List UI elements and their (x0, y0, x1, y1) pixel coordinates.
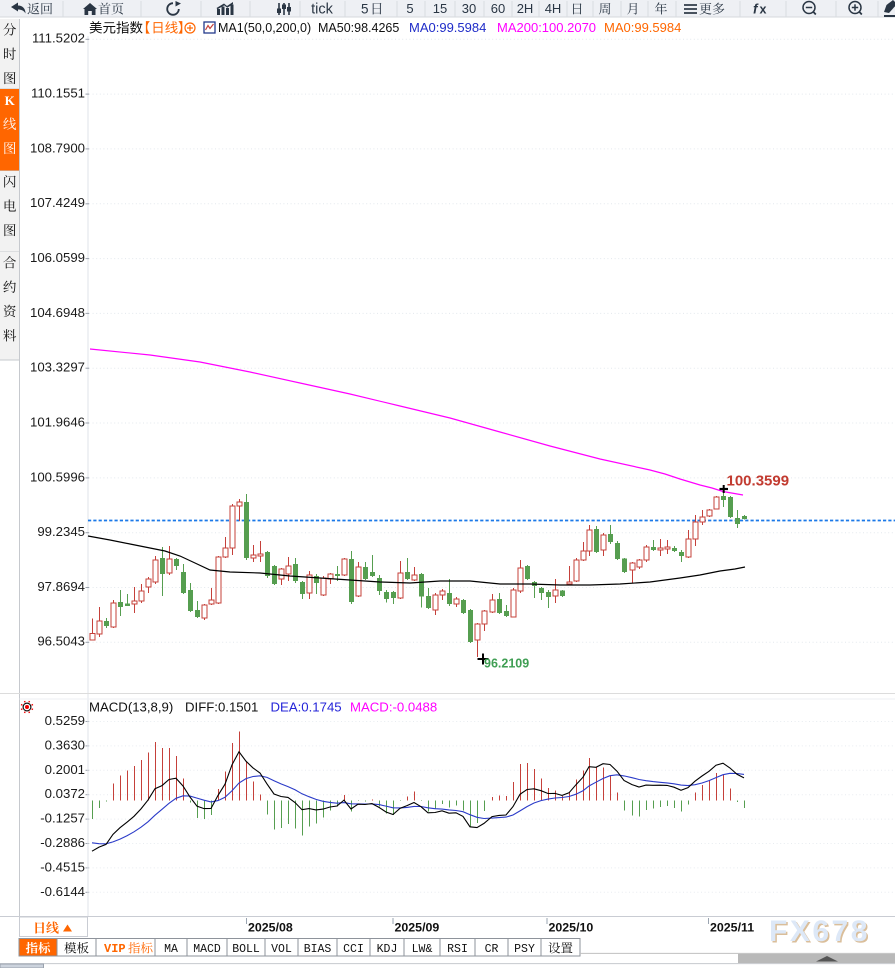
svg-text:4H: 4H (545, 1, 562, 16)
svg-text:5: 5 (361, 2, 369, 17)
svg-text:MA: MA (164, 943, 178, 956)
svg-text:FX678: FX678 (771, 917, 872, 950)
svg-text:DIFF:0.1501: DIFF:0.1501 (185, 700, 258, 715)
svg-text:0.5259: 0.5259 (45, 713, 85, 728)
svg-text:MACD:-0.0488: MACD:-0.0488 (350, 700, 437, 715)
svg-text:0.2001: 0.2001 (45, 762, 85, 777)
svg-text:K: K (5, 93, 16, 108)
svg-text:5: 5 (406, 1, 413, 16)
svg-text:tick: tick (311, 2, 334, 18)
svg-text:99.2345: 99.2345 (37, 524, 85, 539)
svg-text:15: 15 (433, 1, 447, 16)
svg-text:MA1(50,0,200,0): MA1(50,0,200,0) (218, 21, 311, 35)
svg-text:BOLL: BOLL (232, 943, 260, 956)
svg-text:VIP: VIP (104, 942, 126, 956)
svg-text:2025/08: 2025/08 (248, 921, 293, 935)
svg-text:x: x (760, 3, 767, 17)
svg-text:-0.4515: -0.4515 (40, 859, 85, 874)
svg-text:BIAS: BIAS (304, 943, 332, 956)
svg-text:MA0:99.5984: MA0:99.5984 (604, 20, 681, 35)
svg-text:CCI: CCI (343, 943, 364, 956)
svg-text:96.2109: 96.2109 (484, 657, 529, 671)
svg-text:104.6948: 104.6948 (30, 305, 85, 320)
svg-text:2025/11: 2025/11 (710, 921, 754, 935)
svg-text:30: 30 (462, 1, 476, 16)
svg-text:MA0:99.5984: MA0:99.5984 (409, 20, 486, 35)
svg-text:100.5996: 100.5996 (30, 469, 85, 484)
svg-text:2H: 2H (517, 1, 534, 16)
svg-text:111.5202: 111.5202 (32, 31, 85, 46)
svg-text:101.9646: 101.9646 (30, 414, 85, 429)
svg-text:97.8694: 97.8694 (37, 579, 85, 594)
svg-text:FX678: FX678 (769, 915, 870, 948)
svg-text:MA200:100.2070: MA200:100.2070 (497, 20, 596, 35)
svg-text:VOL: VOL (271, 943, 292, 956)
svg-text:MA50:98.4265: MA50:98.4265 (318, 21, 399, 35)
svg-text:60: 60 (491, 1, 505, 16)
svg-text:MACD(13,8,9): MACD(13,8,9) (89, 700, 173, 715)
svg-text:2025/10: 2025/10 (549, 921, 594, 935)
svg-text:100.3599: 100.3599 (727, 473, 790, 490)
svg-text:-0.1257: -0.1257 (40, 811, 85, 826)
svg-text:2025/09: 2025/09 (395, 921, 440, 935)
svg-text:106.0599: 106.0599 (30, 250, 85, 265)
svg-text:KDJ: KDJ (377, 943, 398, 956)
svg-text:108.7900: 108.7900 (30, 140, 85, 155)
svg-text:CR: CR (485, 943, 499, 956)
svg-text:110.1551: 110.1551 (31, 86, 85, 101)
svg-text:-0.6144: -0.6144 (40, 884, 85, 899)
svg-text:RSI: RSI (447, 943, 468, 956)
svg-text:103.3297: 103.3297 (30, 360, 85, 375)
svg-text:107.4249: 107.4249 (30, 195, 85, 210)
svg-text:f: f (753, 2, 759, 17)
svg-text:LW&: LW& (412, 943, 433, 956)
svg-text:MACD: MACD (193, 943, 221, 956)
svg-text:0.0372: 0.0372 (45, 786, 85, 801)
svg-text:-0.2886: -0.2886 (40, 835, 85, 850)
svg-text:PSY: PSY (514, 943, 535, 956)
svg-text:96.5043: 96.5043 (37, 634, 85, 649)
svg-text:DEA:0.1745: DEA:0.1745 (271, 700, 342, 715)
svg-text:0.3630: 0.3630 (45, 737, 85, 752)
